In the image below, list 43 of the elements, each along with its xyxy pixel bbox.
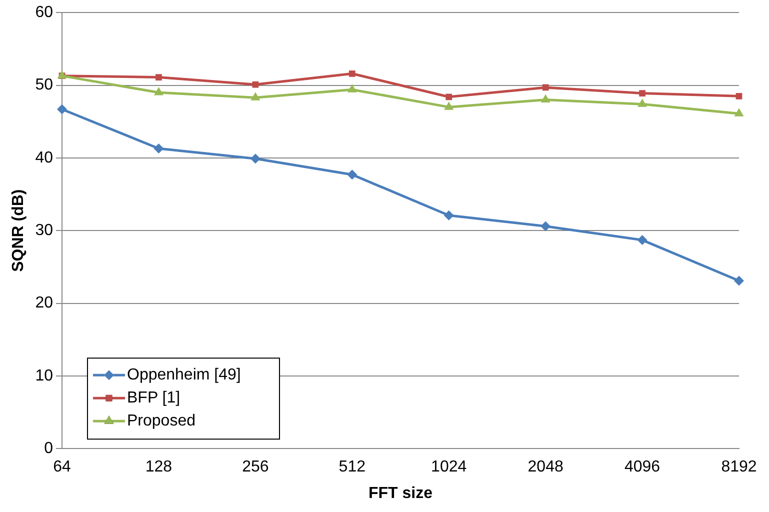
y-tick-label: 50 xyxy=(35,76,54,94)
point xyxy=(734,276,744,286)
point xyxy=(734,108,744,116)
y-tick-label: 20 xyxy=(35,294,54,312)
legend-label: Proposed xyxy=(126,412,196,430)
y-tick-label: 60 xyxy=(35,4,54,22)
y-axis-title: SQNR (dB) xyxy=(10,189,28,272)
point xyxy=(56,104,67,114)
point xyxy=(347,170,358,180)
x-axis-title: FFT size xyxy=(368,484,433,502)
legend-label: BFP [1] xyxy=(126,390,180,407)
point xyxy=(540,94,550,103)
point xyxy=(156,74,162,80)
y-tick-label: 10 xyxy=(35,367,54,384)
point xyxy=(736,92,742,100)
x-tick-label: 1024 xyxy=(431,458,467,476)
point xyxy=(154,87,164,96)
point xyxy=(348,70,356,77)
point xyxy=(638,98,648,107)
y-tick-label: 0 xyxy=(44,440,54,458)
point xyxy=(154,143,164,154)
point xyxy=(250,154,260,164)
x-tick-label: 128 xyxy=(145,458,172,476)
x-tick-label: 512 xyxy=(338,458,366,476)
x-tick-label: 4096 xyxy=(624,458,660,476)
point xyxy=(542,84,549,91)
y-tick-label: 40 xyxy=(35,149,54,166)
point xyxy=(57,70,67,79)
point xyxy=(250,92,260,100)
point xyxy=(252,81,259,88)
x-tick-label: 256 xyxy=(242,458,269,476)
point xyxy=(444,102,454,110)
point xyxy=(347,84,357,92)
legend-label: Oppenheim [49] xyxy=(126,366,241,384)
x-tick-label: 64 xyxy=(53,458,71,476)
point xyxy=(446,94,452,100)
point xyxy=(540,221,551,232)
y-tick-label: 30 xyxy=(35,222,54,240)
x-tick-label: 2048 xyxy=(528,458,564,476)
point xyxy=(444,210,454,220)
point xyxy=(637,235,648,246)
point xyxy=(639,90,646,96)
x-tick-label: 8192 xyxy=(721,458,757,476)
